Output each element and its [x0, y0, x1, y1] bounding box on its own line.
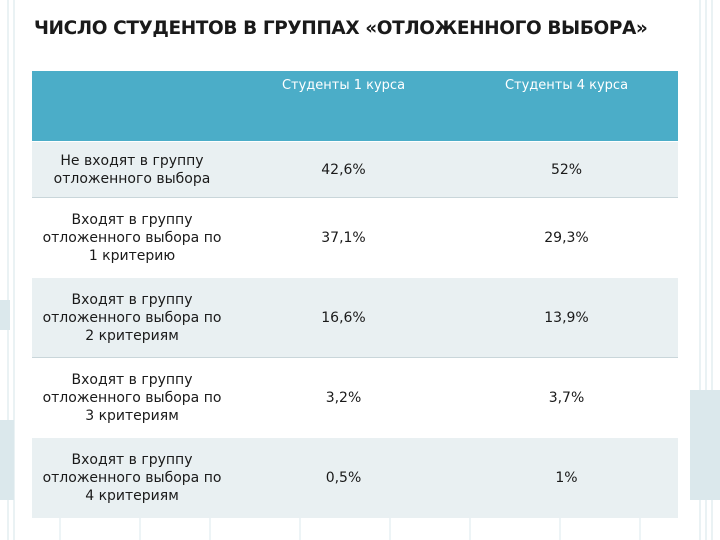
row-label: Входят в группу отложенного выбора по 3 … [32, 357, 232, 438]
table-row: Входят в группу отложенного выбора по 1 … [32, 197, 678, 278]
cell-course-4: 52% [455, 141, 678, 198]
header-course-4: Студенты 4 курса [455, 70, 678, 142]
cell-course-1: 37,1% [232, 197, 455, 278]
cell-course-4: 1% [455, 437, 678, 518]
cell-course-1: 16,6% [232, 277, 455, 358]
cell-course-4: 13,9% [455, 277, 678, 358]
cell-course-4: 3,7% [455, 357, 678, 438]
table-row: Входят в группу отложенного выбора по 2 … [32, 277, 678, 358]
table-row: Входят в группу отложенного выбора по 3 … [32, 357, 678, 438]
cell-course-1: 0,5% [232, 437, 455, 518]
header-course-1: Студенты 1 курса [232, 70, 455, 142]
cell-course-1: 42,6% [232, 141, 455, 198]
row-label: Входят в группу отложенного выбора по 2 … [32, 277, 232, 358]
row-label: Входят в группу отложенного выбора по 1 … [32, 197, 232, 278]
row-label: Не входят в группу отложенного выбора [32, 141, 232, 198]
row-label: Входят в группу отложенного выбора по 4 … [32, 437, 232, 518]
header-empty [32, 70, 232, 142]
cell-course-1: 3,2% [232, 357, 455, 438]
table-header-row: Студенты 1 курса Студенты 4 курса [32, 70, 678, 142]
data-table: Студенты 1 курса Студенты 4 курса Не вхо… [32, 70, 678, 518]
cell-course-4: 29,3% [455, 197, 678, 278]
table-row: Входят в группу отложенного выбора по 4 … [32, 437, 678, 518]
table-row: Не входят в группу отложенного выбора 42… [32, 141, 678, 198]
page-title: ЧИСЛО СТУДЕНТОВ В ГРУППАХ «ОТЛОЖЕННОГО В… [34, 18, 648, 39]
